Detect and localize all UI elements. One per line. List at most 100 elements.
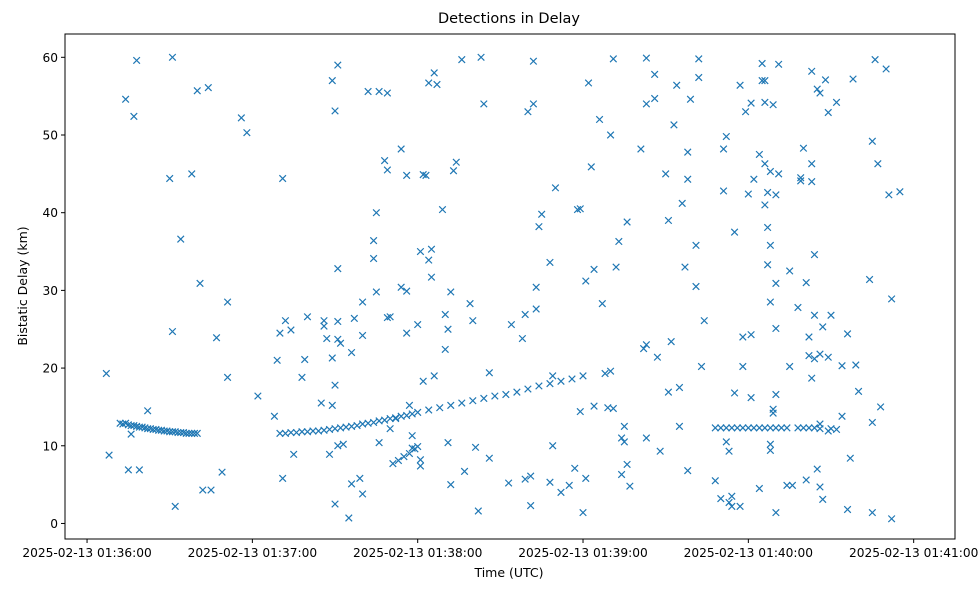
data-point (433, 80, 441, 89)
data-point (598, 299, 607, 308)
data-point (772, 424, 780, 432)
data-point (805, 351, 813, 360)
data-point (427, 245, 436, 253)
data-point (675, 422, 684, 431)
data-point (777, 424, 786, 432)
data-point (243, 128, 251, 137)
data-point (606, 131, 615, 139)
data-point (436, 403, 444, 412)
data-point (526, 501, 535, 510)
data-point (805, 333, 813, 341)
data-point (730, 389, 739, 397)
data-point (807, 374, 816, 382)
data-point (480, 394, 488, 403)
data-point (639, 344, 648, 353)
data-point (400, 452, 408, 461)
data-point (537, 210, 546, 218)
data-point (810, 311, 819, 319)
data-point (686, 95, 695, 103)
data-point (769, 409, 777, 417)
data-point (402, 329, 411, 337)
data-point (350, 314, 359, 323)
data-point (416, 247, 425, 256)
data-point (521, 475, 529, 483)
data-point (402, 411, 411, 420)
data-point (783, 424, 791, 432)
data-point (615, 237, 623, 246)
data-point (582, 474, 590, 483)
data-point (865, 275, 874, 284)
data-point (719, 145, 728, 153)
data-point (529, 100, 538, 108)
data-point (695, 73, 703, 82)
data-point (278, 174, 287, 183)
x-axis-ticks: 2025-02-13 01:36:00 2025-02-13 01:37:00 20… (22, 539, 978, 560)
data-point (480, 100, 488, 108)
data-point (174, 428, 182, 437)
x-tick-label: 2025-02-13 01:41:00 (849, 546, 978, 560)
data-point (199, 486, 207, 494)
data-point (383, 166, 392, 174)
data-point (380, 156, 389, 165)
data-point (402, 287, 411, 295)
data-point (320, 316, 328, 325)
data-point (372, 288, 381, 296)
y-axis-ticks: 0 10 20 30 40 50 60 (42, 51, 65, 531)
y-tick-label: 40 (42, 206, 58, 220)
data-point (747, 393, 755, 402)
data-point (281, 316, 290, 325)
data-point (656, 447, 664, 455)
data-point (661, 170, 670, 178)
data-point (171, 502, 179, 511)
plot-frame (64, 33, 956, 540)
data-point (389, 459, 397, 468)
data-point (334, 335, 342, 344)
data-point (303, 313, 312, 321)
data-point (683, 466, 692, 475)
data-point (397, 145, 405, 153)
data-point (620, 438, 629, 446)
data-point (424, 256, 433, 264)
data-point (188, 429, 196, 438)
data-point (807, 177, 816, 186)
data-point (832, 425, 841, 434)
x-tick-label: 2025-02-13 01:38:00 (353, 546, 482, 560)
data-point (758, 76, 766, 85)
data-point (824, 108, 832, 117)
data-point (356, 474, 364, 483)
data-point (868, 137, 877, 145)
data-point (755, 424, 764, 432)
data-point (783, 481, 791, 490)
data-point (130, 112, 138, 121)
data-point (165, 428, 174, 436)
data-point (717, 424, 725, 432)
x-tick-label: 2025-02-13 01:37:00 (188, 546, 317, 560)
data-point (763, 223, 772, 232)
data-point (650, 70, 659, 79)
data-point (807, 160, 816, 168)
data-point (832, 98, 841, 107)
data-point (358, 490, 367, 498)
data-point (422, 171, 430, 180)
x-tick-label: 2025-02-13 01:40:00 (684, 546, 813, 560)
data-point (254, 392, 262, 400)
data-point (551, 184, 560, 192)
y-tick-label: 0 (50, 517, 58, 531)
y-tick-label: 30 (42, 284, 58, 298)
data-point (819, 323, 827, 331)
data-point (369, 418, 378, 427)
data-point (772, 390, 780, 399)
data-point (548, 442, 557, 450)
data-point (452, 158, 460, 166)
data-point (557, 377, 565, 386)
data-point (386, 424, 394, 433)
data-point (821, 76, 830, 84)
data-point (885, 191, 893, 199)
data-point (469, 316, 477, 325)
data-point (763, 261, 772, 269)
data-point (807, 67, 816, 76)
data-point (579, 508, 587, 517)
data-point (609, 404, 618, 413)
data-point (317, 399, 325, 407)
data-point (358, 298, 367, 306)
